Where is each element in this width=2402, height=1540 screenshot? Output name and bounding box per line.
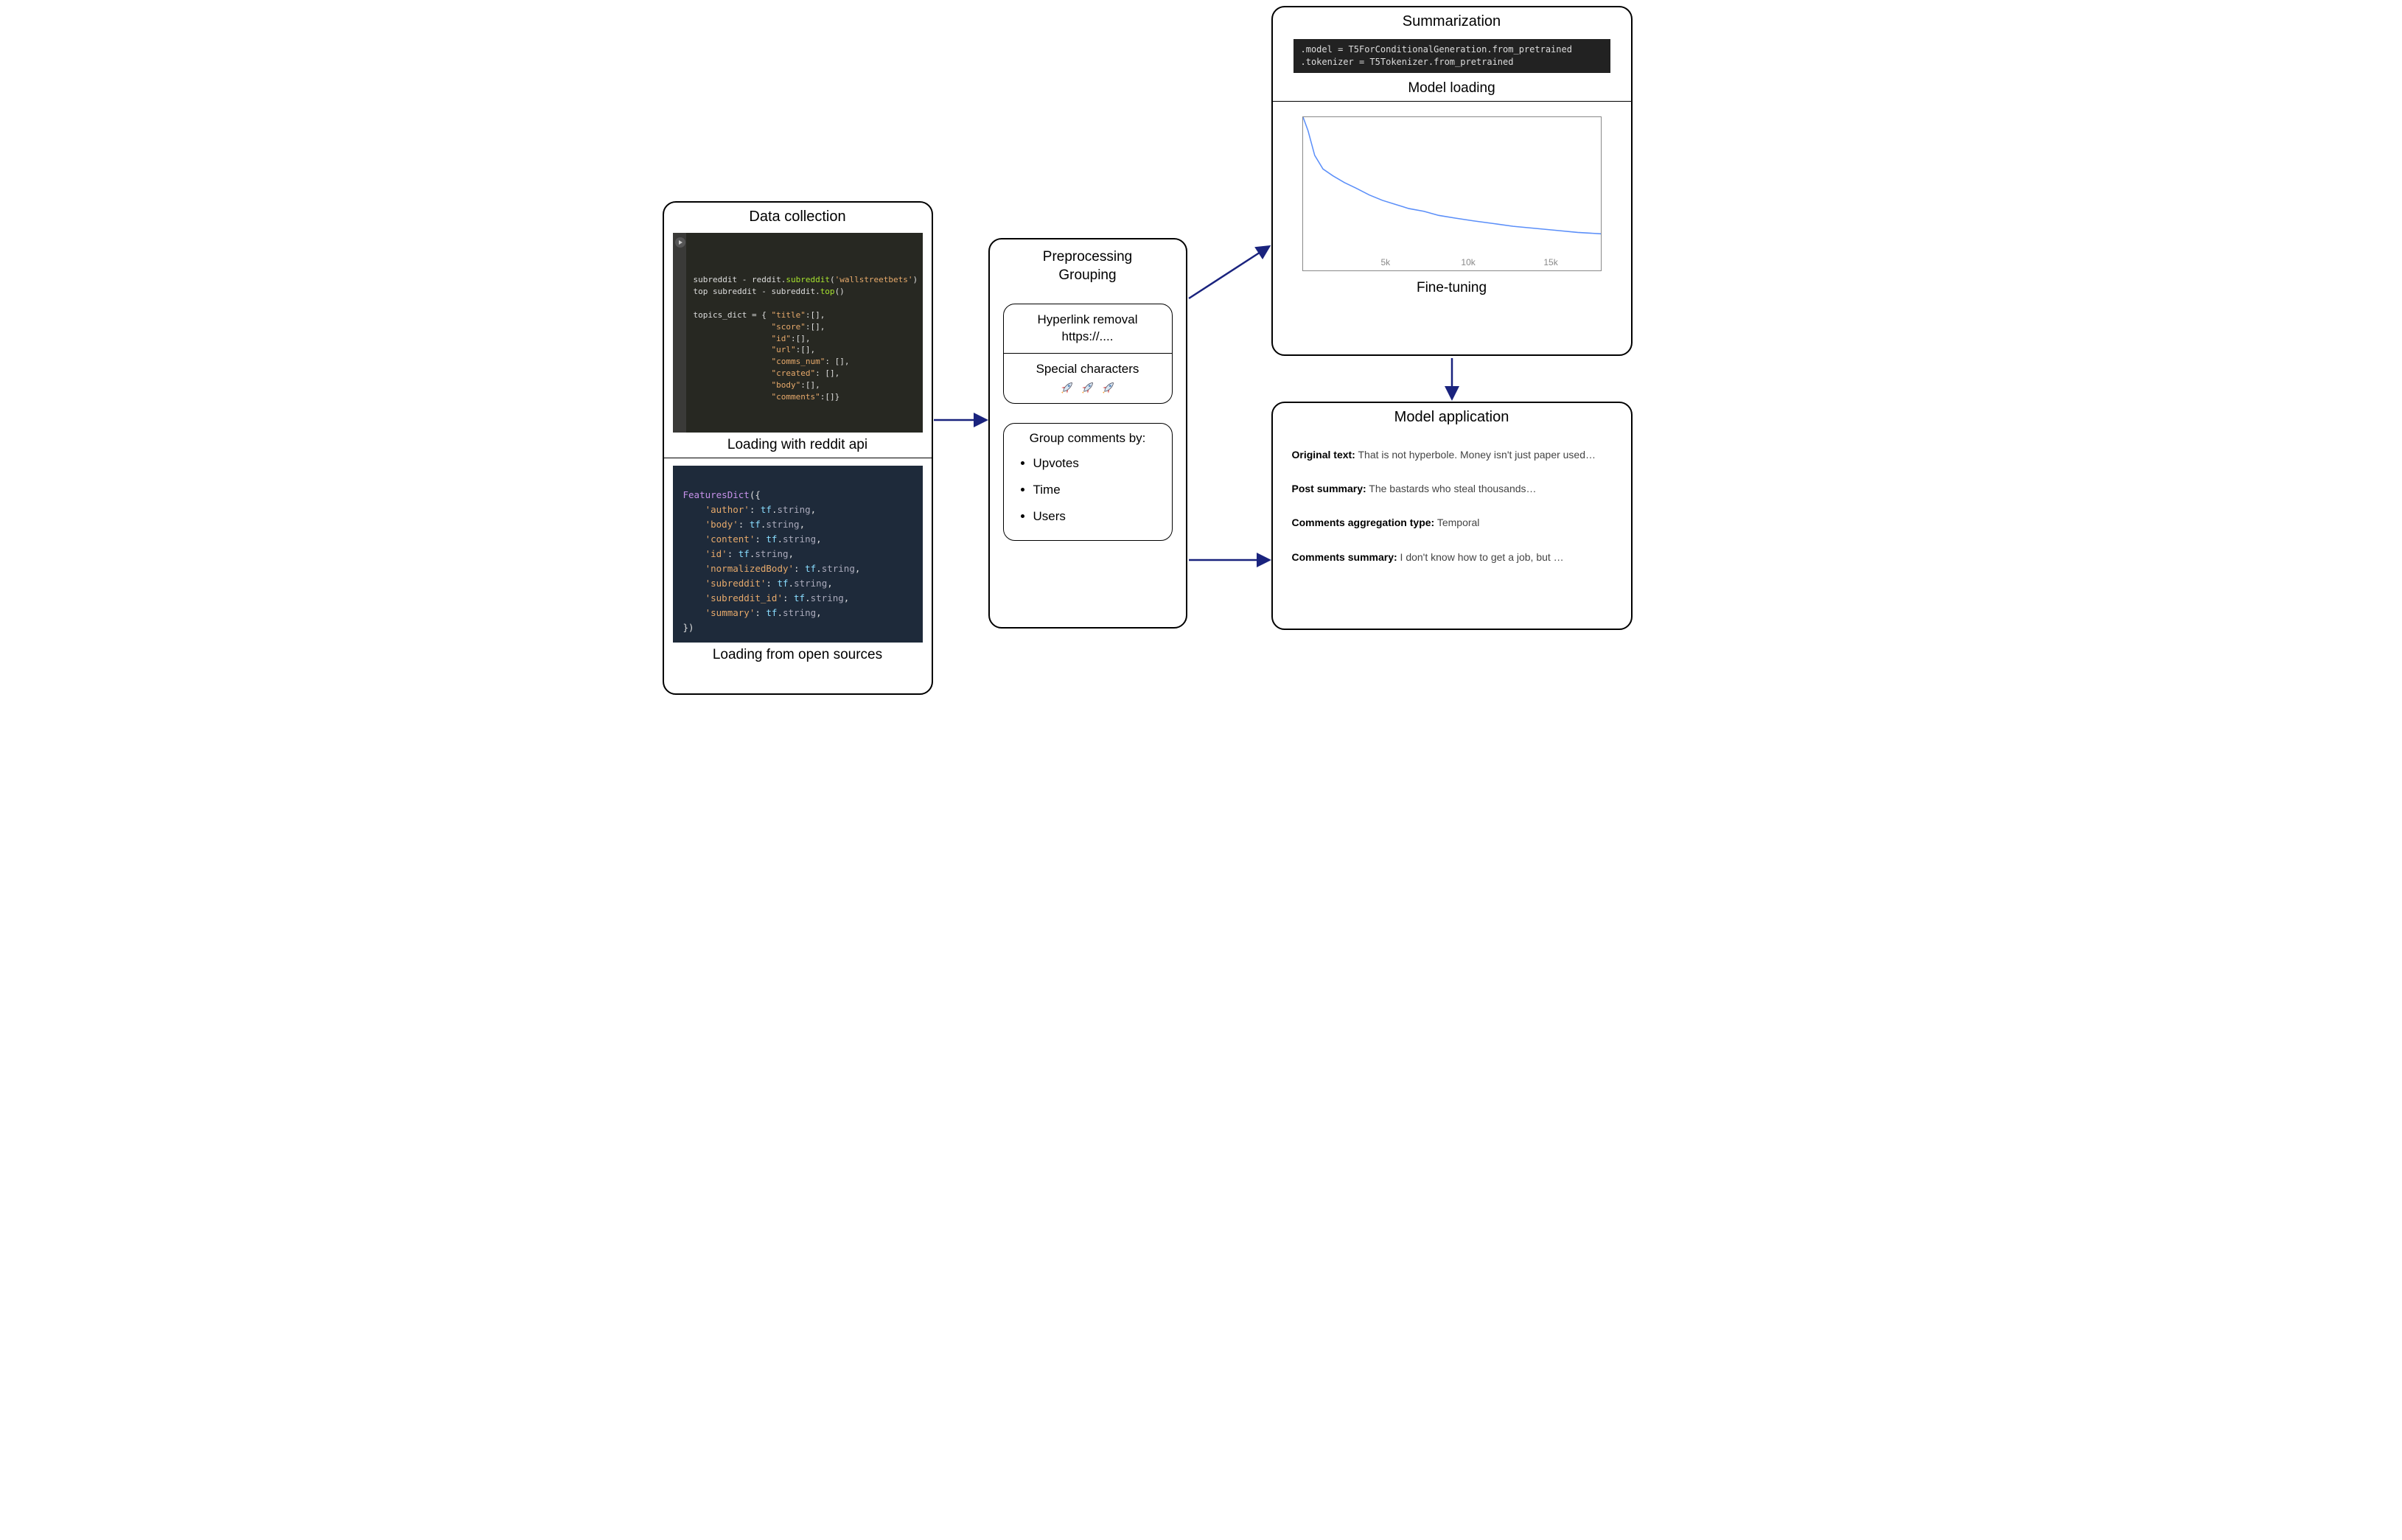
chart-svg xyxy=(1303,117,1601,270)
hyperlink-removal-cell: Hyperlink removalhttps://.... xyxy=(1004,304,1172,353)
group-by-title: Group comments by: xyxy=(1004,424,1172,450)
finetuning-caption: Fine-tuning xyxy=(1273,276,1631,301)
preprocessing-title: PreprocessingGrouping xyxy=(990,239,1186,292)
code-gutter xyxy=(673,233,686,433)
grouping-card: Group comments by: Upvotes Time Users xyxy=(1003,423,1173,541)
rocket-icon xyxy=(1059,379,1075,396)
data-collection-title: Data collection xyxy=(664,203,932,230)
play-icon xyxy=(675,237,685,248)
model-loading-code: .model = T5ForConditionalGeneration.from… xyxy=(1293,39,1610,73)
finetuning-chart: 5k 10k 15k xyxy=(1302,116,1602,271)
diagram-canvas: Data collection subreddit - reddit.subre… xyxy=(652,0,1750,704)
node-preprocessing: PreprocessingGrouping Hyperlink removalh… xyxy=(988,238,1187,629)
comments-summary-row: Comments summary: I don't know how to ge… xyxy=(1292,550,1612,564)
special-chars-cell: Special characters xyxy=(1004,354,1172,403)
group-item: Upvotes xyxy=(1033,450,1162,477)
xtick-label: 15k xyxy=(1543,257,1557,267)
reddit-api-code-block: subreddit - reddit.subreddit('wallstreet… xyxy=(673,233,923,433)
divider xyxy=(1273,101,1631,102)
rocket-icon xyxy=(1100,379,1117,396)
group-list: Upvotes Time Users xyxy=(1004,450,1172,540)
node-application: Model application Original text: That is… xyxy=(1271,402,1633,630)
node-data-collection: Data collection subreddit - reddit.subre… xyxy=(663,201,933,695)
reddit-api-caption: Loading with reddit api xyxy=(664,433,932,458)
reddit-api-code: subreddit - reddit.subreddit('wallstreet… xyxy=(694,274,918,403)
application-body: Original text: That is not hyperbole. Mo… xyxy=(1273,430,1631,592)
cleanup-card: Hyperlink removalhttps://.... Special ch… xyxy=(1003,304,1173,404)
post-summary-row: Post summary: The bastards who steal tho… xyxy=(1292,482,1612,495)
summarization-title: Summarization xyxy=(1273,7,1631,35)
group-item: Users xyxy=(1033,503,1162,530)
xtick-label: 10k xyxy=(1461,257,1475,267)
open-sources-caption: Loading from open sources xyxy=(664,643,932,668)
rocket-row xyxy=(1010,378,1166,396)
original-text-row: Original text: That is not hyperbole. Mo… xyxy=(1292,448,1612,461)
rocket-icon xyxy=(1080,379,1096,396)
application-title: Model application xyxy=(1273,403,1631,430)
xtick-label: 5k xyxy=(1380,257,1390,267)
model-loading-caption: Model loading xyxy=(1273,76,1631,101)
node-summarization: Summarization .model = T5ForConditionalG… xyxy=(1271,6,1633,356)
aggregation-type-row: Comments aggregation type: Temporal xyxy=(1292,516,1612,529)
features-dict-code-block: FeaturesDict({ 'author': tf.string, 'bod… xyxy=(673,466,923,643)
group-item: Time xyxy=(1033,477,1162,503)
